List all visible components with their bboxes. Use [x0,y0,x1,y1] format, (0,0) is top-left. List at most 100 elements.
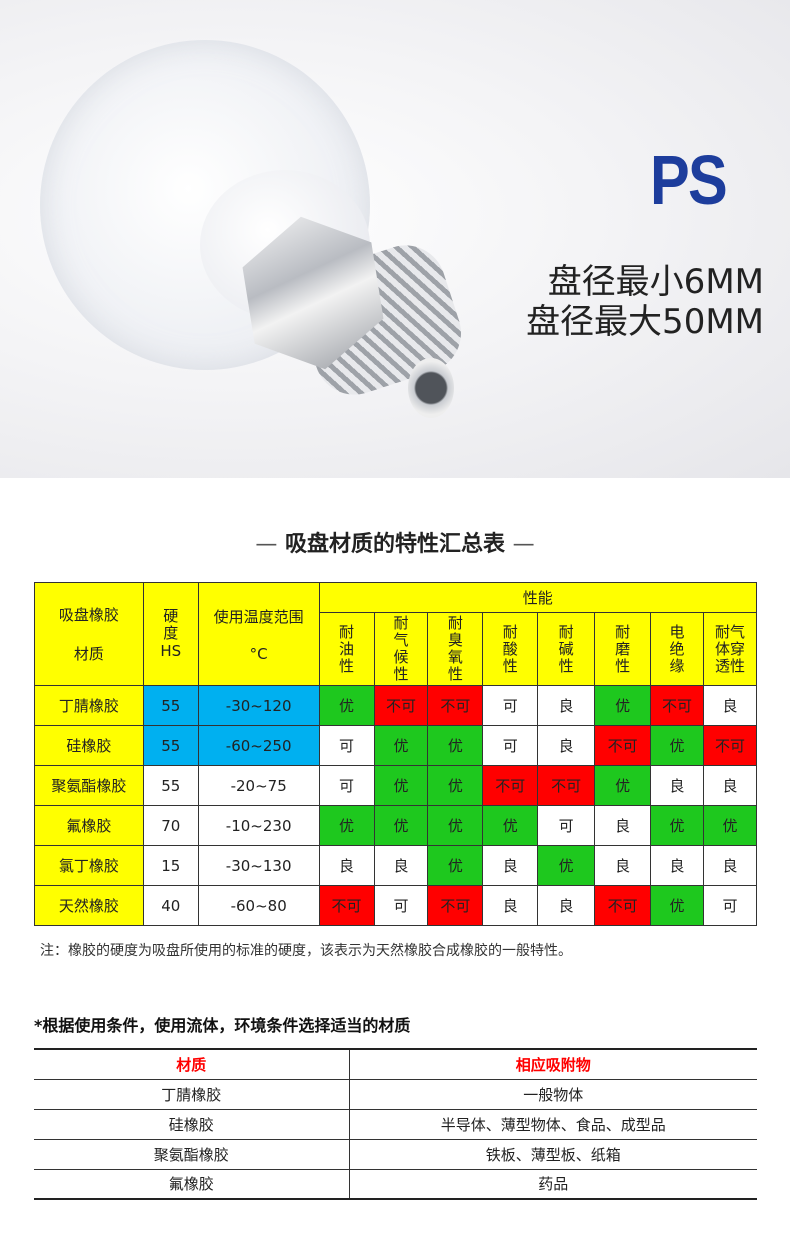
selection-objects: 一般物体 [349,1079,757,1110]
rating-cell: 优 [650,885,704,926]
section-title-text: 吸盘材质的特性汇总表 [284,532,505,557]
dash-left: — [255,532,278,557]
header-prop: 耐碱性 [537,612,596,686]
rating-cell: 不可 [537,765,596,806]
rating-cell: 良 [318,845,375,886]
rating-cell: 优 [427,765,484,806]
rating-cell: 良 [702,765,758,806]
selection-objects: 铁板、薄型板、纸箱 [349,1139,757,1170]
material-name: 聚氨酯橡胶 [34,765,144,806]
rating-cell: 可 [537,805,596,846]
material-name: 丁腈橡胶 [34,685,144,726]
table-row: 氟橡胶 70 -10~230 优优优优可良优优 [34,805,758,846]
rating-cell: 良 [482,845,539,886]
rating-cell: 不可 [594,885,652,926]
rating-cell: 优 [373,805,429,846]
header-hardness: 硬度 HS [142,582,199,686]
hardness-value: 55 [142,765,199,806]
rating-cell: 优 [373,765,429,806]
table-row: 丁腈橡胶 55 -30~120 优不可 不可可良优不可良 [34,685,758,726]
header-prop: 电绝缘 [650,612,704,686]
rating-cell: 可 [482,725,539,766]
rating-cell: 良 [482,885,539,926]
fitting-bore [408,358,454,418]
material-name: 天然橡胶 [34,885,144,926]
rating-cell: 优 [650,725,704,766]
table-row: 氯丁橡胶 15 -30~130 良良优良优良良良 [34,845,758,886]
rating-cell: 不可 [373,685,429,726]
rating-cell: 优 [482,805,539,846]
material-name: 硅橡胶 [34,725,144,766]
spec-min-diameter: 盘径最小6MM [547,262,764,302]
rating-cell: 优 [318,685,375,726]
temp-range: -60~250 [197,725,320,766]
header-material: 吸盘橡胶 材质 [34,582,144,686]
rating-cell: 不可 [702,725,758,766]
product-hero: PS 盘径最小6MM 盘径最大50MM [0,0,790,478]
rating-cell: 优 [427,845,484,886]
table-row: 硅橡胶 55 -60~250 可优优可良不可优不可 [34,725,758,766]
temp-range: -30~120 [197,685,320,726]
spec-max-diameter: 盘径最大50MM [526,302,764,342]
material-properties-table: 吸盘橡胶 材质 硬度 HS 使用温度范围 °C 性能 耐油性 耐气候性 耐臭氧性 耐酸性 耐碱… [34,582,758,926]
hardness-value: 70 [142,805,199,846]
selection-objects: 药品 [349,1169,757,1200]
section-title: — 吸盘材质的特性汇总表 — [0,526,790,558]
material-selection-table: 材质 相应吸附物 丁腈橡胶 一般物体 硅橡胶 半导体、薄型物体、食品、成型品 聚氨酯橡胶铁… [34,1048,757,1200]
rating-cell: 优 [650,805,704,846]
rating-cell: 良 [373,845,429,886]
rating-cell: 不可 [650,685,704,726]
header-temp: 使用温度范围 °C [197,582,320,686]
header-prop: 耐磨性 [594,612,652,686]
selection-row: 硅橡胶 半导体、薄型物体、食品、成型品 [34,1109,757,1140]
rating-cell: 可 [318,765,375,806]
rating-cell: 良 [594,845,652,886]
rating-cell: 良 [537,885,596,926]
selection-material: 丁腈橡胶 [34,1079,350,1110]
temp-range: -60~80 [197,885,320,926]
rating-cell: 优 [594,765,652,806]
hardness-value: 55 [142,725,199,766]
header-prop: 耐气候性 [373,612,429,686]
rating-cell: 良 [537,725,596,766]
hardness-value: 15 [142,845,199,886]
brand-logo: PS [650,141,728,219]
hardness-value: 55 [142,685,199,726]
selection-material: 硅橡胶 [34,1109,350,1140]
rating-cell: 良 [702,685,758,726]
rating-cell: 优 [373,725,429,766]
col-material: 材质 [34,1049,350,1080]
header-prop: 耐油性 [318,612,375,686]
hardness-value: 40 [142,885,199,926]
selection-material: 氟橡胶 [34,1169,350,1200]
rating-cell: 不可 [318,885,375,926]
rating-cell: 不可 [427,885,484,926]
rating-cell: 优 [427,805,484,846]
rating-cell: 优 [702,805,758,846]
rating-cell: 优 [594,685,652,726]
rating-cell: 可 [482,685,539,726]
header-prop: 耐酸性 [482,612,539,686]
selection-objects: 半导体、薄型物体、食品、成型品 [349,1109,757,1140]
rating-cell: 可 [702,885,758,926]
rating-cell: 良 [702,845,758,886]
rating-cell: 可 [318,725,375,766]
temp-range: -20~75 [197,765,320,806]
rating-cell: 不可 [594,725,652,766]
selection-row: 丁腈橡胶 一般物体 [34,1079,757,1110]
rating-cell: 优 [537,845,596,886]
col-objects: 相应吸附物 [349,1049,757,1080]
rating-cell: 优 [318,805,375,846]
table-note: 注：橡胶的硬度为吸盘所使用的标准的硬度，该表示为天然橡胶合成橡胶的一般特性。 [40,943,572,959]
temp-range: -10~230 [197,805,320,846]
dash-right: — [512,532,535,557]
rating-cell: 良 [537,685,596,726]
rating-cell: 不可 [427,685,484,726]
material-name: 氟橡胶 [34,805,144,846]
header-performance: 性能 [318,582,758,613]
header-prop: 耐气体穿透性 [702,612,758,686]
table-row: 聚氨酯橡胶 55 -20~75 可优优不可 不可优良良 [34,765,758,806]
rating-cell: 良 [594,805,652,846]
rating-cell: 可 [373,885,429,926]
temp-range: -30~130 [197,845,320,886]
